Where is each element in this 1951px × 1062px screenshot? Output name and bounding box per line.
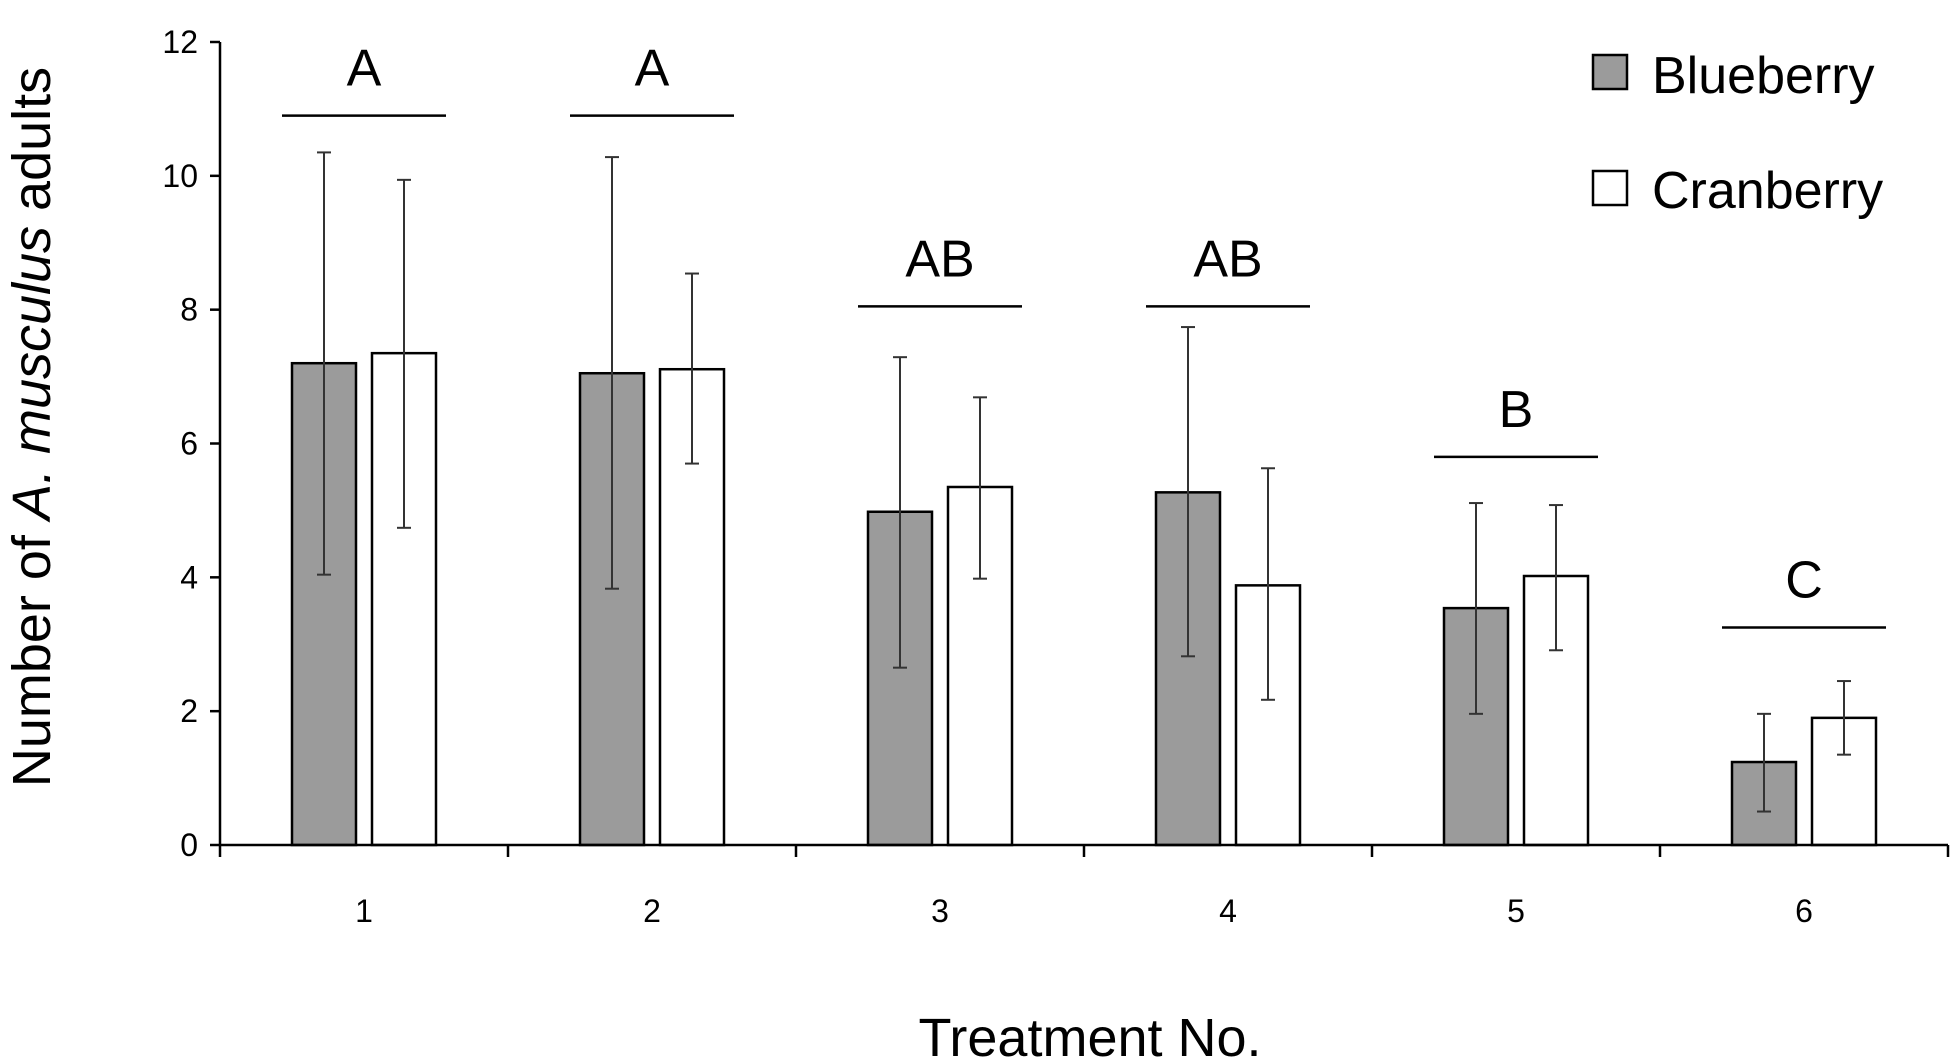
x-tick-label-3: 3 [931, 893, 949, 929]
y-axis-title-suffix: adults [2, 67, 62, 226]
legend-label-cranberry: Cranberry [1652, 162, 1883, 220]
y-axis-title: Number of A. musculus adults [2, 67, 62, 787]
legend: Blueberry Cranberry [1591, 47, 1883, 220]
significance-letter-3: AB [905, 230, 974, 288]
y-tick-label-4: 4 [180, 559, 198, 595]
plot-area: A A AB AB B C [282, 40, 1886, 847]
significance-letter-2: A [635, 40, 670, 98]
x-tick-label-6: 6 [1795, 893, 1813, 929]
y-axis-title-italic: A. musculus [2, 226, 62, 523]
y-tick-label-2: 2 [180, 693, 198, 729]
significance-letter-5: B [1499, 381, 1534, 439]
legend-label-blueberry: Blueberry [1652, 47, 1875, 105]
x-tick-label-2: 2 [643, 893, 661, 929]
x-tick-label-4: 4 [1219, 893, 1237, 929]
y-tick-label-6: 6 [180, 426, 198, 462]
y-tick-label-10: 10 [162, 158, 198, 194]
legend-swatch-cranberry [1591, 169, 1629, 207]
y-axis-title-prefix: Number of [2, 520, 62, 787]
y-tick-label-12: 12 [162, 24, 198, 60]
y-tick-label-8: 8 [180, 292, 198, 328]
x-tick-label-5: 5 [1507, 893, 1525, 929]
x-tick-label-1: 1 [355, 893, 373, 929]
significance-letter-6: C [1785, 552, 1823, 610]
x-axis-title: Treatment No. [918, 1008, 1261, 1062]
significance-letter-1: A [347, 40, 382, 98]
legend-swatch-blueberry [1591, 53, 1629, 91]
y-tick-label-0: 0 [180, 827, 198, 863]
significance-letter-4: AB [1193, 230, 1262, 288]
